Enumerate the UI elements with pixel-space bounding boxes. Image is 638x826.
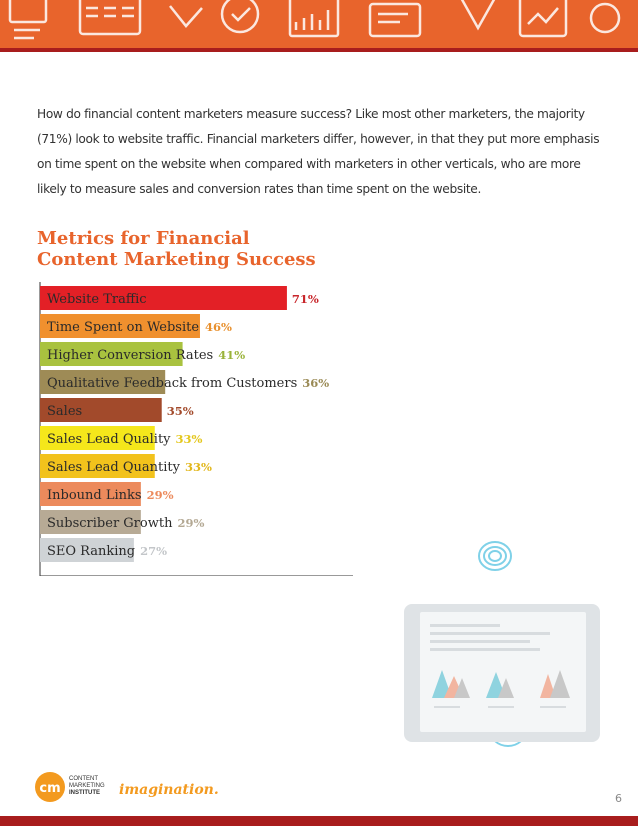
bar-10 (40, 538, 134, 562)
bar-4 (40, 370, 166, 394)
bar-label-3: Higher Conversion Rates (47, 348, 213, 363)
cmi-initials: cm (39, 781, 60, 796)
value-label-9: 29% (177, 516, 204, 530)
cmi-line-3: INSTITUTE (69, 790, 100, 796)
chart-title-line-2: Content Marketing Success (37, 249, 316, 270)
bar-2 (40, 314, 200, 338)
bar-label-7: Sales Lead Quantity (47, 460, 181, 475)
value-label-10: 27% (140, 544, 167, 558)
bar-chart: Website Traffic 71% Time Spent on Website 4… (39, 282, 353, 576)
bar-5 (40, 398, 162, 422)
bar-8 (40, 482, 141, 506)
header-stripe (0, 48, 638, 52)
header-illustration (8, 0, 621, 40)
bar-label-2: Time Spent on Website (47, 320, 199, 335)
value-label-4: 36% (302, 376, 329, 390)
value-label-2: 46% (205, 320, 232, 334)
value-label-5: 35% (167, 404, 194, 418)
chart-title: Metrics for Financial Content Marketing … (37, 228, 367, 270)
bar-3 (40, 342, 183, 366)
header-banner (0, 0, 638, 48)
value-label-1: 71% (292, 292, 319, 306)
bar-7 (40, 454, 155, 478)
bar-label-8: Inbound Links (47, 488, 142, 503)
value-label-7: 33% (185, 460, 212, 474)
bar-label-10: SEO Ranking (47, 544, 135, 559)
bar-label-4: Qualitative Feedback from Customers (47, 376, 297, 391)
imagination-logo: imagination. (119, 782, 219, 798)
chart-title-line-1: Metrics for Financial (37, 228, 250, 249)
bar-label-6: Sales Lead Quality (47, 432, 171, 447)
intro-paragraph: How do financial content marketers measu… (37, 107, 600, 196)
page-number: 6 (615, 792, 622, 805)
footer-bar (0, 816, 638, 826)
bar-label-9: Subscriber Growth (47, 516, 173, 531)
cmi-line-1: CONTENT (69, 776, 98, 782)
bar-label-5: Sales (47, 404, 82, 419)
value-label-8: 29% (147, 488, 174, 502)
bar-1 (40, 286, 287, 310)
bar-6 (40, 426, 155, 450)
bar-label-1: Website Traffic (47, 292, 147, 307)
tablet-illustration (404, 541, 600, 747)
footer-logos: cm CONTENT MARKETING INSTITUTE imaginati… (35, 772, 219, 802)
value-label-3: 41% (218, 348, 245, 362)
value-label-6: 33% (176, 432, 203, 446)
cmi-logo: cm CONTENT MARKETING INSTITUTE (35, 772, 105, 802)
bar-9 (40, 510, 141, 534)
cmi-line-2: MARKETING (69, 783, 105, 789)
